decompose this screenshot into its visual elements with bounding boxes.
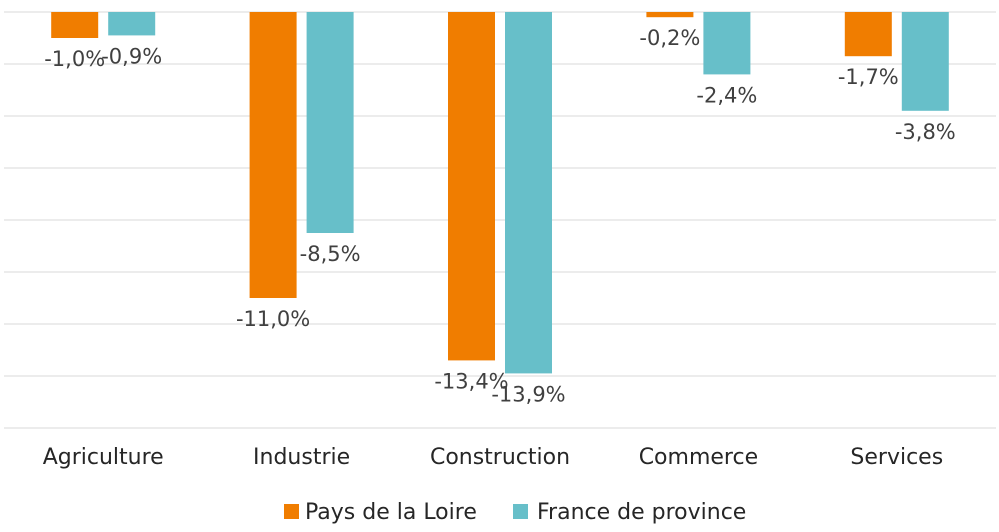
- data-label: -13,9%: [491, 382, 565, 406]
- data-label: -2,4%: [696, 83, 757, 107]
- bar-industrie-series-1: [306, 12, 354, 233]
- bar-construction-series-1: [505, 12, 552, 374]
- data-label: -1,7%: [838, 65, 899, 89]
- data-label: -1,0%: [44, 47, 105, 71]
- legend: Pays de la Loire France de province: [284, 500, 746, 525]
- legend-label-france-de-province: France de province: [537, 500, 746, 525]
- category-label: Construction: [430, 445, 570, 470]
- data-label: -0,9%: [101, 44, 162, 68]
- data-label: -11,0%: [236, 307, 310, 331]
- bar-industrie-series-0: [249, 12, 297, 298]
- legend-item-france-de-province: France de province: [513, 500, 746, 525]
- category-label: Commerce: [639, 445, 758, 470]
- category-label: Services: [850, 445, 943, 470]
- legend-label-pays-de-la-loire: Pays de la Loire: [305, 500, 477, 525]
- legend-swatch-pays-de-la-loire: [284, 504, 299, 519]
- bars: [51, 12, 949, 374]
- category-label: Industrie: [253, 445, 350, 470]
- legend-swatch-france-de-province: [513, 504, 528, 519]
- category-label: Agriculture: [43, 445, 164, 470]
- legend-item-pays-de-la-loire: Pays de la Loire: [284, 500, 477, 525]
- bar-services-series-0: [844, 12, 892, 57]
- bar-commerce-series-0: [646, 12, 694, 18]
- data-label: -3,8%: [895, 120, 956, 144]
- data-label: -0,2%: [639, 26, 700, 50]
- bar-services-series-1: [901, 12, 949, 111]
- bar-commerce-series-1: [703, 12, 751, 75]
- data-label: -8,5%: [300, 242, 361, 266]
- bar-agriculture-series-0: [51, 12, 99, 38]
- bar-construction-series-0: [448, 12, 495, 361]
- data-label: -13,4%: [434, 369, 508, 393]
- value-labels: -1,0%-0,9% -11,0% -8,5% -13,4%-13,9% -0,2% -2…: [44, 26, 956, 406]
- bar-agriculture-series-1: [108, 12, 156, 36]
- gridlines: [4, 11, 996, 429]
- category-labels: Agriculture Industrie Construction Commerce…: [43, 445, 943, 470]
